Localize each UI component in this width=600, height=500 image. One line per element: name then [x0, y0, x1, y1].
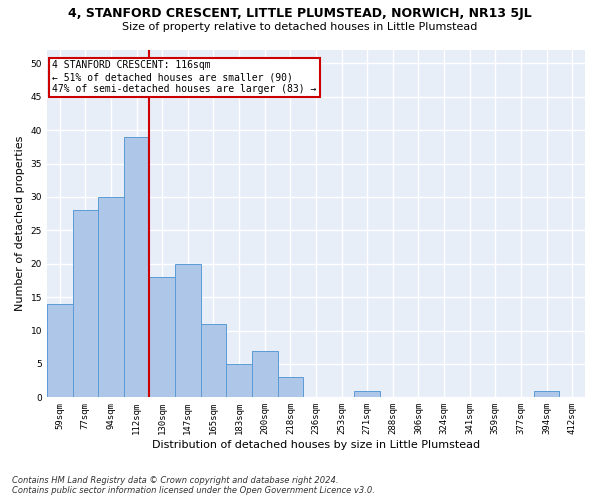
Bar — [149, 277, 175, 398]
Bar — [278, 378, 303, 398]
Bar — [98, 197, 124, 398]
X-axis label: Distribution of detached houses by size in Little Plumstead: Distribution of detached houses by size … — [152, 440, 480, 450]
Bar — [355, 390, 380, 398]
Bar — [124, 137, 149, 398]
Bar — [175, 264, 200, 398]
Text: Contains HM Land Registry data © Crown copyright and database right 2024.
Contai: Contains HM Land Registry data © Crown c… — [12, 476, 375, 495]
Bar — [534, 390, 559, 398]
Text: Size of property relative to detached houses in Little Plumstead: Size of property relative to detached ho… — [122, 22, 478, 32]
Text: 4, STANFORD CRESCENT, LITTLE PLUMSTEAD, NORWICH, NR13 5JL: 4, STANFORD CRESCENT, LITTLE PLUMSTEAD, … — [68, 8, 532, 20]
Y-axis label: Number of detached properties: Number of detached properties — [15, 136, 25, 312]
Bar — [226, 364, 252, 398]
Bar — [200, 324, 226, 398]
Bar — [73, 210, 98, 398]
Bar — [47, 304, 73, 398]
Text: 4 STANFORD CRESCENT: 116sqm
← 51% of detached houses are smaller (90)
47% of sem: 4 STANFORD CRESCENT: 116sqm ← 51% of det… — [52, 60, 317, 94]
Bar — [252, 350, 278, 398]
